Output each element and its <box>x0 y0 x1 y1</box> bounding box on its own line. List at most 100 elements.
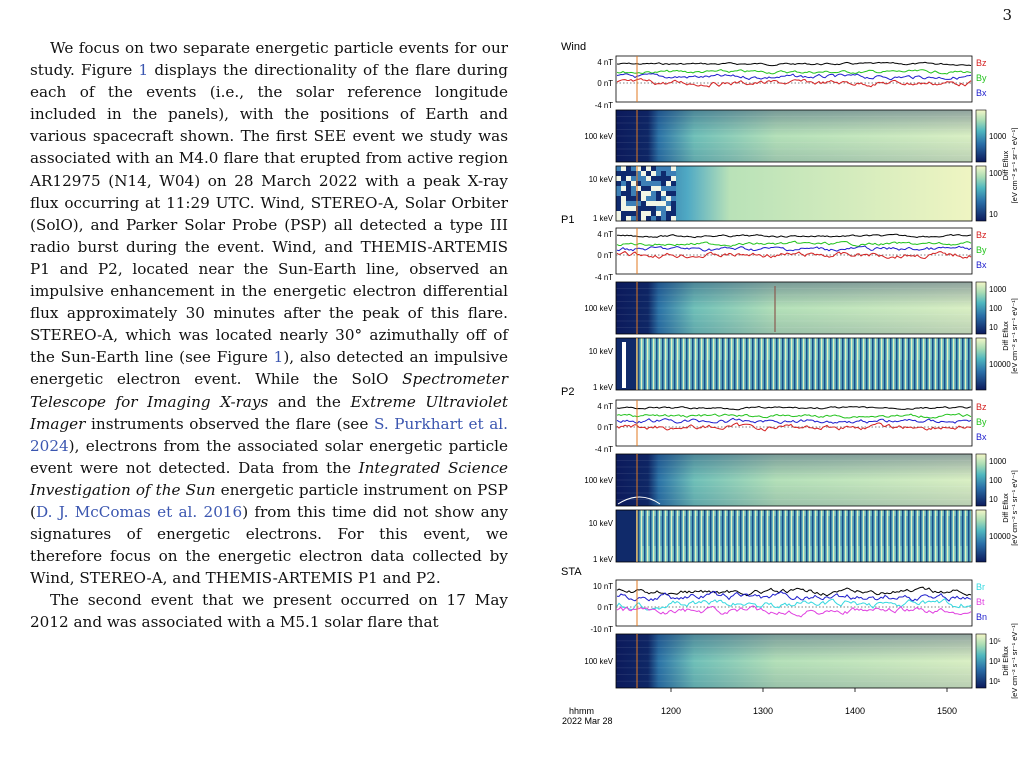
colorbar <box>975 337 987 391</box>
b-component-label: By <box>976 417 987 427</box>
spectrogram-cell <box>631 186 636 191</box>
spectrogram-cell <box>671 196 676 201</box>
b-component-label: Bt <box>976 597 985 607</box>
energy-label: 100 keV <box>584 132 613 141</box>
spectrogram-cell <box>631 171 636 176</box>
b-trace-line <box>616 73 972 81</box>
spectrogram-cell <box>641 196 646 201</box>
b-component-label: Bx <box>976 260 987 270</box>
energy-label: 1 keV <box>593 214 614 223</box>
spectrogram-cell <box>646 196 651 201</box>
spectrogram-cell <box>666 186 671 191</box>
paragraph-2: The second event that we present occurre… <box>30 591 508 632</box>
time-axis-date: 2022 Mar 28 <box>562 716 613 726</box>
b-tick-label: 0 nT <box>597 79 613 88</box>
colorbar-tick-label: 10⁵ <box>989 637 1001 646</box>
spectrogram-cell <box>666 176 671 181</box>
colorbar-title: Diff Eflux <box>1001 321 1010 351</box>
spectrogram-cell <box>656 206 661 211</box>
spectrogram-cell <box>636 211 641 216</box>
citation-mccomas-link[interactable]: D. J. McComas et al. 2016 <box>35 502 243 521</box>
spectrogram-frame <box>615 281 973 335</box>
spectrogram-cell <box>616 201 621 206</box>
spectrogram-cell <box>651 211 656 216</box>
time-tick-1400: 1400 <box>845 706 865 716</box>
spectrogram-cell <box>616 181 621 186</box>
b-component-label: Bz <box>976 230 987 240</box>
spectrogram-cell <box>631 206 636 211</box>
spectrogram-cell <box>641 171 646 176</box>
spectrogram-cell <box>646 201 651 206</box>
citation-purkhart-link[interactable]: S. Purkhart et al. 2024 <box>30 414 508 455</box>
energy-label: 1 keV <box>593 555 614 564</box>
spectrogram-cell <box>616 206 621 211</box>
b-tick-label: 0 nT <box>597 603 613 612</box>
panel-label-p2: P2 <box>561 386 574 398</box>
b-trace-line <box>616 77 972 88</box>
b-tick-label: 10 nT <box>593 582 613 591</box>
spectrogram-cell <box>671 186 676 191</box>
spectrogram-cell <box>626 216 631 221</box>
spectrogram-cell <box>641 186 646 191</box>
spectrogram-cell <box>671 176 676 181</box>
b-component-label: Bz <box>976 402 987 412</box>
spectrogram-cell <box>621 201 626 206</box>
b-trace-line <box>616 417 972 425</box>
colorbar-tick-label: 100 <box>989 304 1003 313</box>
b-trace-line <box>616 405 972 411</box>
spectrogram-cell <box>661 166 666 171</box>
b-tick-label: -10 nT <box>590 625 613 634</box>
spectrogram-cell <box>651 181 656 186</box>
spectrogram-cell <box>671 166 676 171</box>
b-trace-line <box>616 422 972 432</box>
b-trace-line <box>616 250 972 260</box>
spectrogram-cell <box>671 181 676 186</box>
spectrogram-cell <box>656 181 661 186</box>
spectrogram-cell <box>646 211 651 216</box>
text-column: We focus on two separate energetic parti… <box>30 37 508 634</box>
figure-reference-link[interactable]: 1 <box>138 61 149 80</box>
spectrogram-cell <box>636 171 641 176</box>
colorbar-tick-label: 10³ <box>989 657 1001 666</box>
spectrogram-cell <box>621 196 626 201</box>
spectrogram-cell <box>631 181 636 186</box>
spectrogram-cell <box>656 166 661 171</box>
b-trace-line <box>616 413 972 419</box>
colorbar-tick-label: 1000 <box>989 285 1007 294</box>
spectrogram-cell <box>636 186 641 191</box>
spectrogram-cell <box>641 176 646 181</box>
spectrogram-cell <box>626 166 631 171</box>
spectrogram-cell <box>656 176 661 181</box>
colorbar <box>975 509 987 563</box>
b-tick-label: -4 nT <box>595 101 613 110</box>
spectrogram-cell <box>651 191 656 196</box>
spectrogram-cell <box>636 196 641 201</box>
spectrogram-cell <box>621 166 626 171</box>
spectrogram-cell <box>671 206 676 211</box>
colorbar-tick-label: 1000 <box>989 457 1007 466</box>
spectrogram-shading <box>616 282 972 334</box>
spectrogram-cell <box>661 181 666 186</box>
spectrogram-cell <box>661 211 666 216</box>
spectrogram-cell <box>626 211 631 216</box>
spectrogram-cell <box>646 181 651 186</box>
spectrogram-cell <box>651 186 656 191</box>
spectrogram-cell <box>631 166 636 171</box>
b-component-label: By <box>976 245 987 255</box>
spectrogram-cell <box>671 171 676 176</box>
spectrogram-cell <box>636 191 641 196</box>
spectrogram-cell <box>621 216 626 221</box>
figure-reference-link[interactable]: 1 <box>273 348 284 367</box>
colorbar-units: [eV cm⁻² s⁻¹ sr⁻¹ eV⁻¹] <box>1010 623 1018 699</box>
spectrogram-cell <box>671 191 676 196</box>
colorbar-title: Diff Eflux <box>1001 493 1010 523</box>
spectrogram-cell <box>651 166 656 171</box>
spectrogram-cell <box>626 201 631 206</box>
paragraph-1: We focus on two separate energetic parti… <box>30 39 509 588</box>
time-tick-1200: 1200 <box>661 706 681 716</box>
colorbar <box>975 165 987 222</box>
spectrogram-shading <box>616 454 972 506</box>
spectrogram-cell <box>661 206 666 211</box>
spectrogram-cell <box>631 196 636 201</box>
colorbar-title: Diff Eflux <box>1001 150 1010 180</box>
